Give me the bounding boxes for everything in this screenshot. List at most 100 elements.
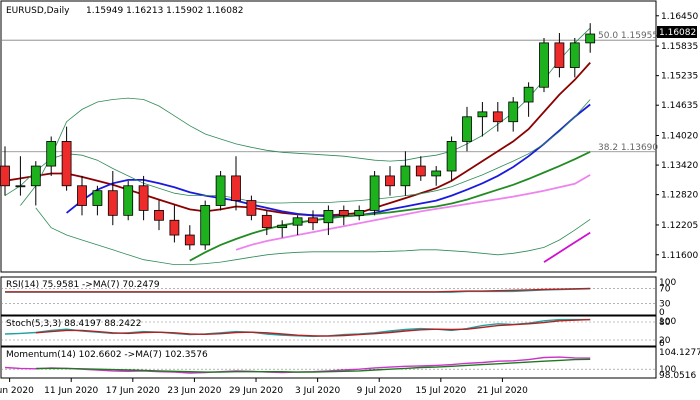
candle-body xyxy=(585,33,596,44)
overlay-line-bollinger xyxy=(35,207,591,265)
candle xyxy=(46,136,57,176)
candle-body xyxy=(138,185,149,211)
current-price-label: 1.16082 xyxy=(659,28,696,38)
candle xyxy=(246,195,257,221)
y-tick-label: 1.14635 xyxy=(661,101,698,111)
candle-body xyxy=(184,234,195,246)
axes: 1.16450 1.15835 1.15235 1.14635 1.14020 1.134… xyxy=(0,12,698,396)
indicator-tick-label: 30 xyxy=(659,300,671,310)
indicator-tick-label: 20 xyxy=(659,336,671,346)
candle xyxy=(508,97,519,132)
y-tick-label: 1.12205 xyxy=(661,221,698,231)
candle-body xyxy=(400,165,411,187)
momentum-panel-frame xyxy=(0,346,657,379)
indicator-tick-label: 0 xyxy=(659,339,665,349)
candle xyxy=(123,180,134,221)
candle-body xyxy=(200,205,211,246)
indicator-line-osc_red xyxy=(35,318,591,337)
candle-body xyxy=(523,86,534,103)
y-tick-label: 1.11600 xyxy=(661,251,698,261)
candle-body xyxy=(431,170,442,177)
y-tick-label: 1.15235 xyxy=(661,72,698,82)
overlay-line-bollinger xyxy=(20,27,591,206)
chart-header-symbol: EURUSD,Daily xyxy=(6,6,70,16)
candle xyxy=(200,200,211,250)
candle-body xyxy=(308,217,318,224)
candle xyxy=(400,151,411,196)
candle xyxy=(215,170,226,211)
candle-body xyxy=(446,141,457,172)
overlay-line-ma_green xyxy=(189,150,591,262)
y-tick-label: 1.13420 xyxy=(661,161,698,171)
candle-body xyxy=(154,210,164,221)
candle-body xyxy=(292,217,303,226)
indicator-tick-label: 80 xyxy=(659,318,671,328)
x-tick-label: 11 Jun 2020 xyxy=(44,386,98,396)
candle-body xyxy=(246,200,257,216)
candle xyxy=(385,166,395,196)
candle xyxy=(539,37,549,93)
candle xyxy=(15,156,26,196)
candle xyxy=(292,215,303,236)
candle xyxy=(415,156,426,181)
candle xyxy=(92,185,103,216)
candle-body xyxy=(277,224,288,229)
indicator-tick-label: 100 xyxy=(659,317,676,327)
indicator-label: Momentum(14) 102.6602 ->MA(7) 102.3576 xyxy=(6,350,208,360)
candle xyxy=(477,102,488,137)
candle xyxy=(184,225,195,250)
x-tick-label: 3 Jul 2020 xyxy=(295,386,340,396)
candle xyxy=(77,175,87,216)
indicator-tick-label: 100 xyxy=(659,278,676,288)
candle-body xyxy=(46,141,57,167)
candle xyxy=(338,205,349,226)
candle xyxy=(523,82,534,117)
candle xyxy=(138,175,149,221)
indicator-panels: RSI(14) 75.9581 ->MA(7) 70.2479 10070300S… xyxy=(1,278,700,381)
indicator-label: Stoch(5,3,3) 88.4197 88.2422 xyxy=(6,319,141,329)
fibonacci-levels: 50.0 1.15955 38.2 1.13690 xyxy=(1,31,658,153)
indicator-line-osc_red xyxy=(5,287,591,293)
x-tick-label: 21 Jul 2020 xyxy=(477,386,528,396)
rsi-panel-frame xyxy=(0,276,657,316)
candle xyxy=(446,136,457,181)
candle-body xyxy=(492,111,503,123)
candle xyxy=(261,210,272,236)
candle xyxy=(462,106,472,152)
candle-body xyxy=(415,165,426,177)
y-tick-label: 1.14020 xyxy=(661,132,698,142)
candle xyxy=(431,166,442,186)
candle xyxy=(585,23,596,53)
y-tick-label: 1.12820 xyxy=(661,191,698,201)
candle-body xyxy=(169,219,180,236)
candle-body xyxy=(107,190,118,216)
candle-body xyxy=(554,42,565,68)
candle xyxy=(277,220,288,238)
candle xyxy=(169,205,180,243)
indicator-tick-label: 104.1277 xyxy=(659,348,700,358)
candle xyxy=(323,205,334,236)
candle-body xyxy=(92,190,103,206)
fib-level-label: 38.2 1.13690 xyxy=(598,143,658,153)
candle-body xyxy=(77,185,87,206)
candle-body xyxy=(15,185,26,188)
indicator-line-osc_green xyxy=(35,358,591,373)
y-tick-label: 1.15835 xyxy=(661,42,698,52)
candle-body xyxy=(231,175,241,201)
candle xyxy=(354,205,365,221)
candle xyxy=(0,146,10,196)
x-tick-label: 5 Jun 2020 xyxy=(0,386,34,396)
candle-body xyxy=(30,165,41,187)
chart-header-ohlc: 1.15949 1.16213 1.15902 1.16082 xyxy=(86,6,243,16)
candle-body xyxy=(215,175,226,206)
overlay-line-ma_magenta xyxy=(543,231,591,263)
indicator-tick-label: 98.0516 xyxy=(659,371,696,381)
candle xyxy=(308,210,318,231)
candle-body xyxy=(569,42,580,68)
x-tick-label: 17 Jun 2020 xyxy=(106,386,160,396)
fib-level-label: 50.0 1.15955 xyxy=(598,31,658,41)
candle-body xyxy=(385,175,395,187)
candle-body xyxy=(354,210,365,216)
candle xyxy=(154,200,164,231)
